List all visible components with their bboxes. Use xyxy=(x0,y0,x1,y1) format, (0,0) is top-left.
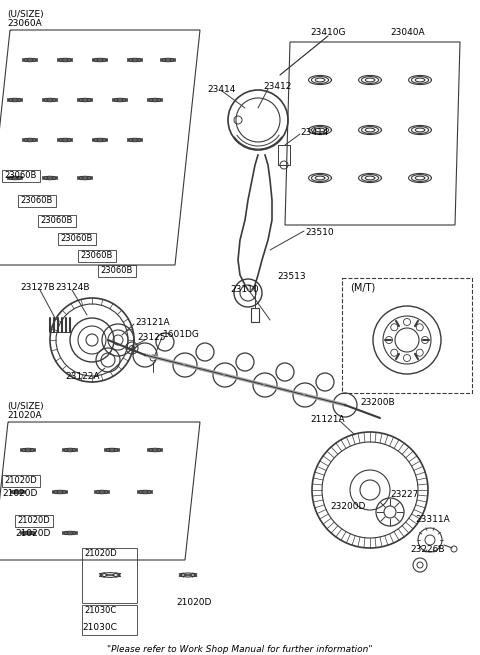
Bar xyxy=(342,278,472,393)
Bar xyxy=(82,605,137,635)
Text: 21020D: 21020D xyxy=(4,476,37,485)
Text: 21020A: 21020A xyxy=(7,411,42,420)
Text: 23200D: 23200D xyxy=(330,502,365,511)
Text: 23060B: 23060B xyxy=(4,171,36,180)
Text: 23060B: 23060B xyxy=(100,266,132,275)
Text: 21020D: 21020D xyxy=(15,529,50,538)
Text: 23412: 23412 xyxy=(263,82,291,91)
Bar xyxy=(18,195,56,207)
Text: 23127B: 23127B xyxy=(20,283,55,292)
Text: 23414: 23414 xyxy=(300,128,328,137)
Text: 23227: 23227 xyxy=(390,490,419,499)
Text: 21020D: 21020D xyxy=(17,516,50,525)
Text: 21020D: 21020D xyxy=(2,489,37,498)
Bar xyxy=(251,308,259,322)
Text: 23226B: 23226B xyxy=(410,545,444,554)
Text: 23060A: 23060A xyxy=(7,19,42,28)
Text: 23121A: 23121A xyxy=(135,318,169,327)
Text: 21030C: 21030C xyxy=(84,606,116,615)
Text: (U/SIZE): (U/SIZE) xyxy=(7,10,44,19)
Text: 23311A: 23311A xyxy=(415,515,450,524)
Text: 23125: 23125 xyxy=(137,333,166,342)
Text: 21020D: 21020D xyxy=(176,598,211,607)
Text: 23060B: 23060B xyxy=(40,216,72,225)
Bar xyxy=(38,215,76,227)
Text: 21121A: 21121A xyxy=(310,415,345,424)
Text: (U/SIZE): (U/SIZE) xyxy=(7,402,44,411)
Text: 23414: 23414 xyxy=(207,85,235,94)
Bar xyxy=(82,548,137,603)
Text: 23060B: 23060B xyxy=(20,196,52,205)
Bar xyxy=(78,250,116,262)
Bar xyxy=(15,515,53,527)
Text: 21020D: 21020D xyxy=(84,549,117,558)
Bar xyxy=(2,475,40,487)
Text: "Please refer to Work Shop Manual for further information": "Please refer to Work Shop Manual for fu… xyxy=(107,645,373,654)
Text: 23122A: 23122A xyxy=(65,372,99,381)
Text: 23510: 23510 xyxy=(305,228,334,237)
Text: 1601DG: 1601DG xyxy=(163,330,200,339)
Text: (M/T): (M/T) xyxy=(350,283,375,293)
Text: 23060B: 23060B xyxy=(80,251,112,260)
Bar xyxy=(58,233,96,245)
Bar xyxy=(98,265,136,277)
Text: 21030C: 21030C xyxy=(82,623,117,632)
Text: 23513: 23513 xyxy=(277,272,306,281)
Text: 23110: 23110 xyxy=(230,285,259,294)
Text: 23200B: 23200B xyxy=(360,398,395,407)
Text: 23040A: 23040A xyxy=(390,28,425,37)
Text: 23060B: 23060B xyxy=(60,234,92,243)
Text: 23410G: 23410G xyxy=(310,28,346,37)
Bar xyxy=(2,170,40,182)
Text: 23124B: 23124B xyxy=(55,283,89,292)
